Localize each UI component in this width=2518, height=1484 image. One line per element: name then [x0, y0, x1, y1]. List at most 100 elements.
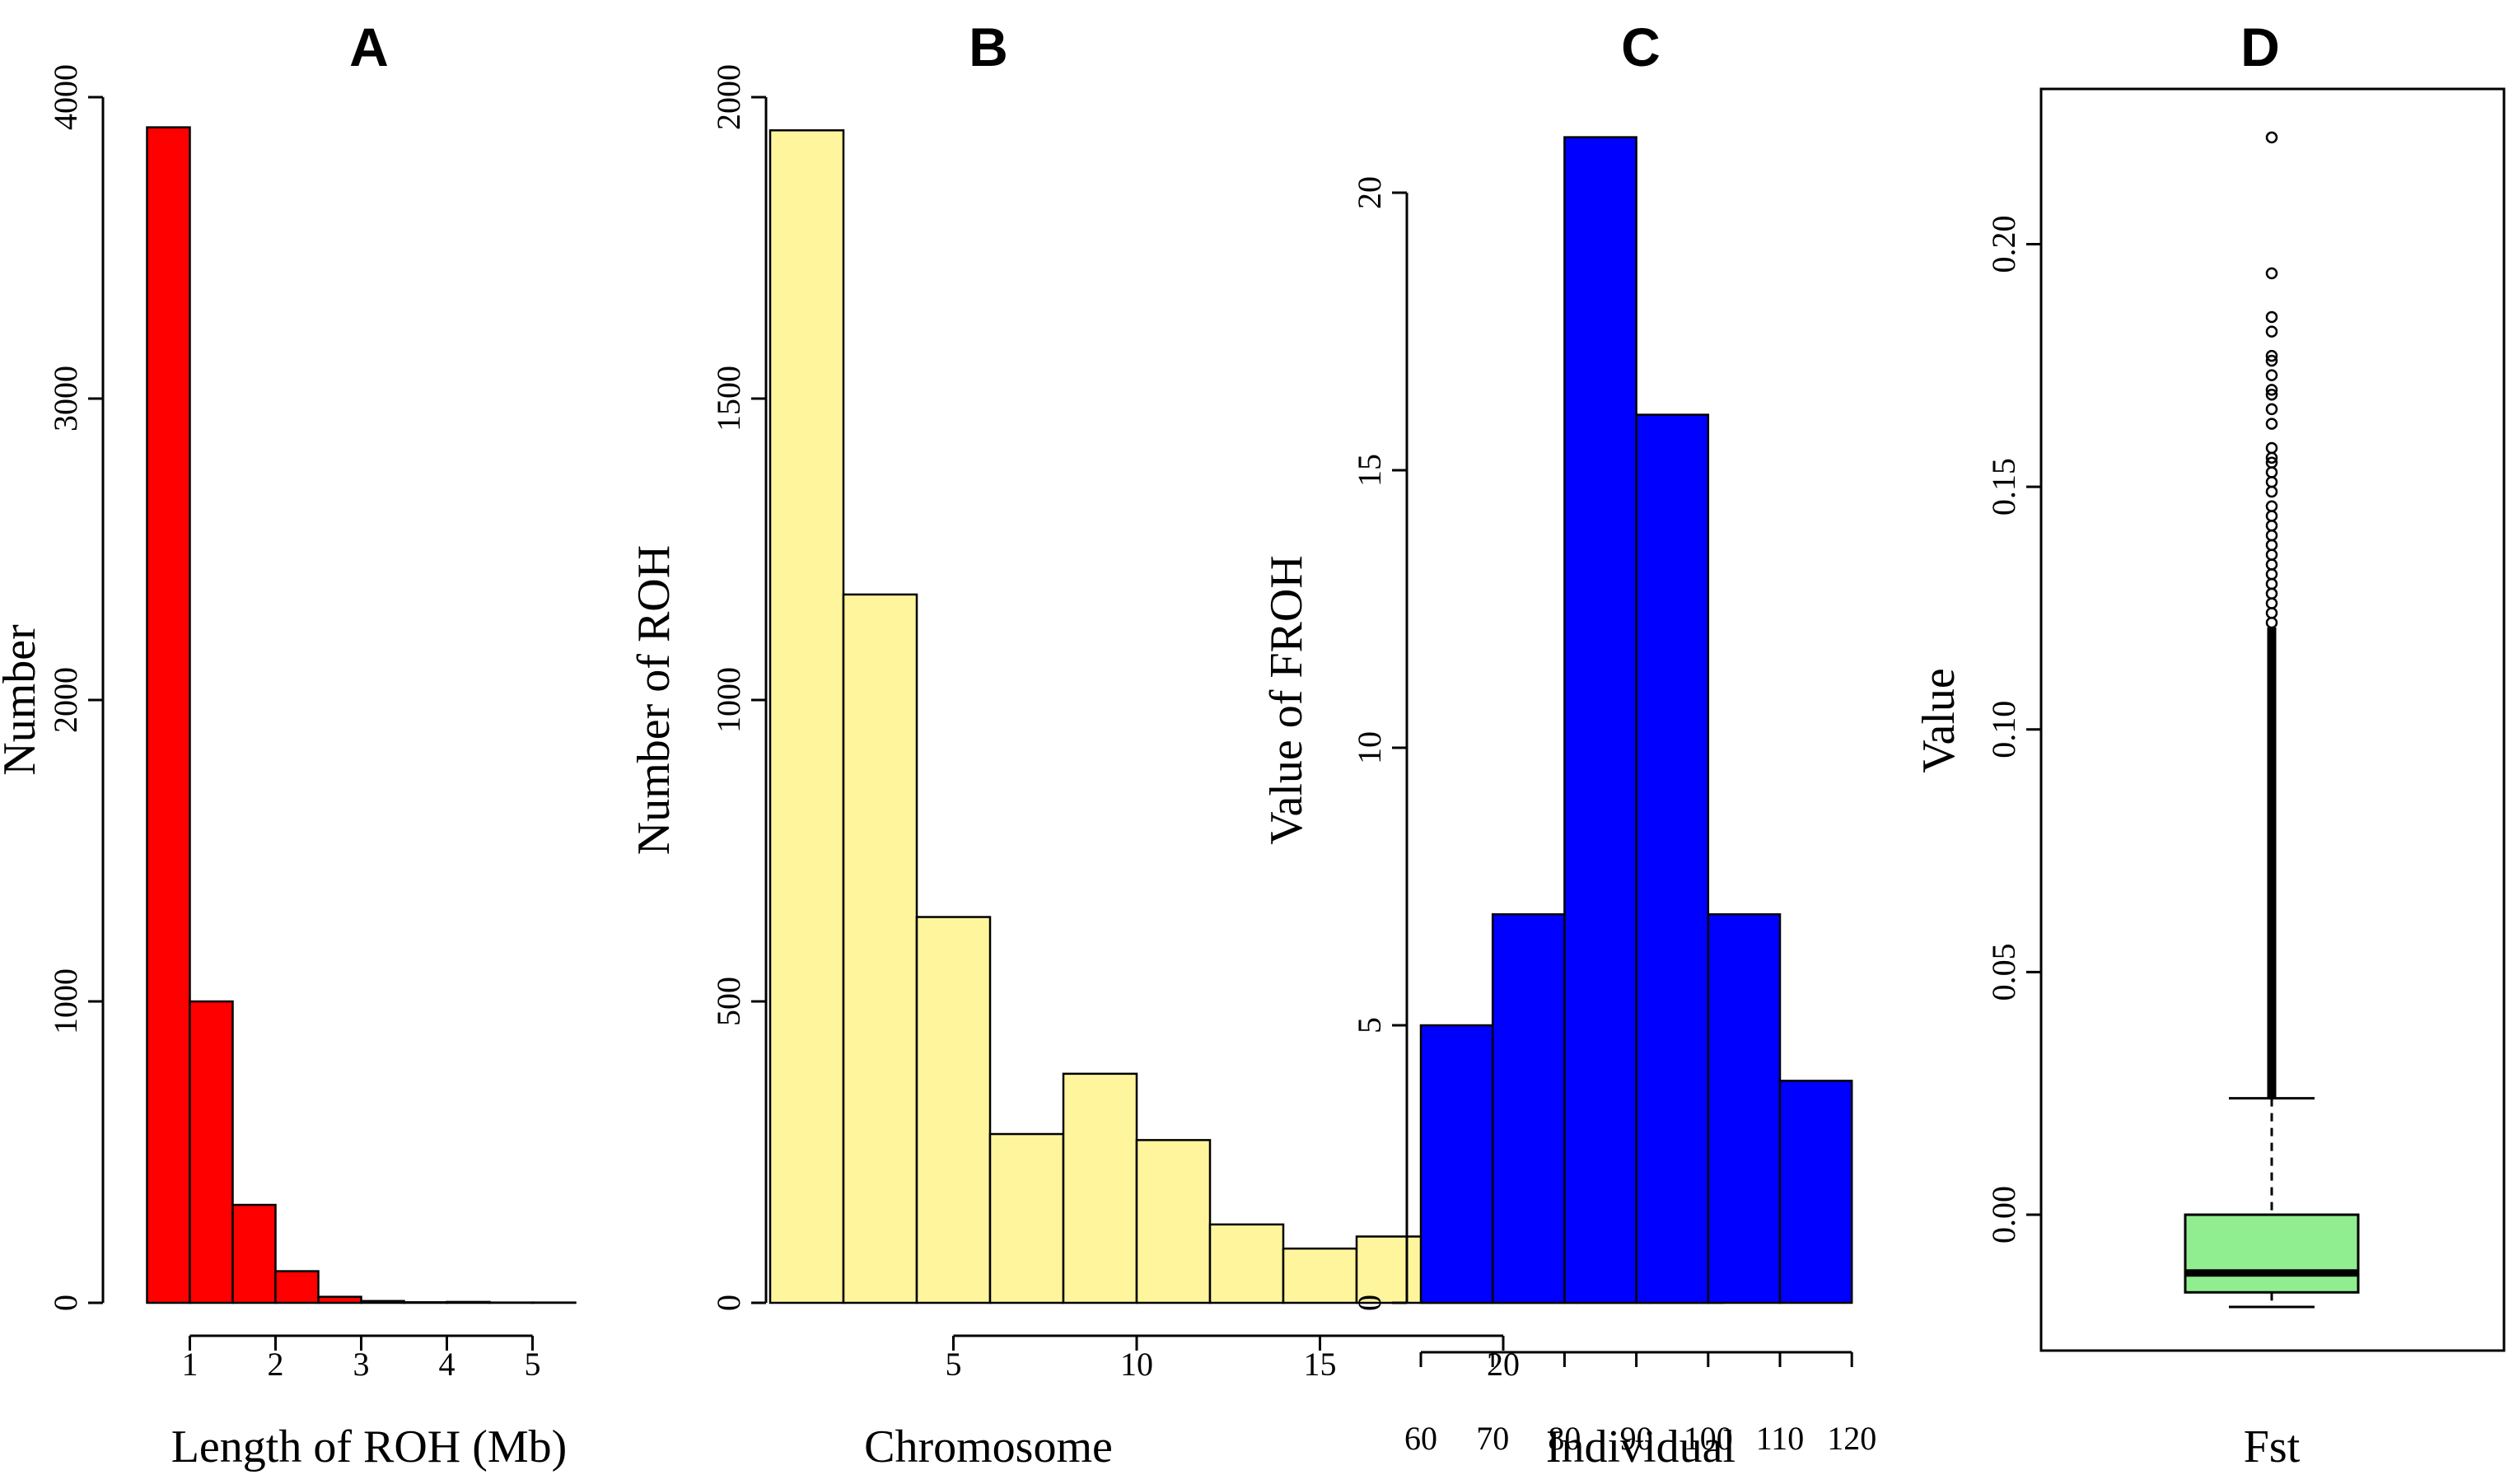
panel-d-outlier	[2265, 520, 2278, 532]
panel-c-bar	[1778, 1080, 1853, 1304]
panel-b-bar	[768, 129, 845, 1304]
panel-d-outlier	[2265, 539, 2278, 552]
panel-b-y-tick-label: 1500	[710, 366, 747, 432]
panel-b-bar	[1208, 1223, 1285, 1304]
panel-b-x-tick-label: 15	[1304, 1346, 1337, 1383]
panel-b-x-label: Chromosome	[864, 1421, 1113, 1472]
panel-b-y-tick-label: 2000	[710, 64, 747, 130]
panel-d-outlier	[2265, 441, 2278, 455]
panel-a-bar	[403, 1301, 448, 1304]
panel-d-y-label: Value	[1913, 668, 1964, 773]
panel-d-outlier	[2265, 369, 2278, 381]
panel-d-frame	[2039, 87, 2506, 1352]
panel-c-y-tick-label: 10	[1351, 731, 1388, 764]
panel-d-y-tick-label: 0.15	[1985, 458, 2022, 516]
panel-a-y-tick-label: 2000	[47, 667, 84, 733]
panel-c-bar	[1491, 912, 1566, 1304]
panel-c-y-tick-label: 15	[1351, 454, 1388, 487]
panel-d-outlier	[2265, 354, 2278, 367]
panel-d-outlier	[2265, 384, 2278, 396]
panel-a-y-tick-label: 3000	[47, 366, 84, 432]
panel-a-title: A	[349, 16, 389, 77]
panel-d-outlier	[2265, 325, 2278, 338]
panel-c-x-tick-label: 60	[1404, 1420, 1437, 1457]
panel-d-outlier	[2265, 476, 2278, 488]
panel-a-bar	[274, 1270, 320, 1304]
panel-c-y-tick-label: 20	[1351, 176, 1388, 209]
panel-c-bar	[1635, 413, 1710, 1304]
panel-d-outlier	[2265, 558, 2278, 571]
panel-b-y-tick-label: 0	[710, 1295, 747, 1311]
panel-d-title: D	[2240, 16, 2280, 77]
panel-d-x-label: Fst	[2244, 1421, 2301, 1472]
panel-c-bar	[1707, 912, 1782, 1304]
panel-b-y-tick-label: 500	[710, 977, 747, 1026]
panel-d-outlier	[2265, 418, 2278, 430]
panel-d-y-tick-label: 0.10	[1985, 701, 2022, 758]
panel-d-outlier	[2265, 510, 2278, 522]
panel-d-outlier	[2265, 403, 2278, 416]
panel-c-x-tick-label: 70	[1476, 1420, 1509, 1457]
panel-d-box	[2184, 1213, 2360, 1294]
panel-d-outlier	[2265, 607, 2278, 619]
panel-d-y-tick-label: 0.20	[1985, 216, 2022, 273]
panel-b-bar	[915, 916, 992, 1304]
panel-b-x-tick-label: 5	[946, 1346, 962, 1383]
panel-a-bar	[231, 1203, 277, 1304]
panel-b-bar	[1135, 1139, 1212, 1304]
panel-d-outlier	[2265, 267, 2278, 280]
panel-a-x-tick-label: 5	[525, 1346, 541, 1383]
panel-d-outlier	[2265, 616, 2278, 629]
panel-a-x-label: Length of ROH (Mb)	[171, 1421, 568, 1472]
panel-a-x-tick-label: 2	[268, 1346, 284, 1383]
panel-d-y-tick-label: 0.00	[1985, 1186, 2022, 1244]
panel-a-y-label: Number	[0, 624, 45, 776]
panel-c-bar	[1563, 136, 1637, 1304]
panel-a-bar	[317, 1295, 362, 1304]
panel-c-title: C	[1621, 16, 1661, 77]
panel-a-bar	[360, 1300, 405, 1304]
panel-c-y-label: Value of FROH	[1261, 555, 1312, 845]
panel-b-bar	[842, 593, 918, 1304]
panel-d-outlier	[2265, 466, 2278, 478]
panel-d-outlier	[2265, 310, 2278, 324]
panel-b-x-tick-label: 10	[1120, 1346, 1153, 1383]
panel-d-outlier	[2265, 131, 2278, 144]
panel-d-outlier	[2265, 529, 2278, 542]
panel-d-outlier	[2265, 567, 2278, 581]
panel-c-x-tick-label: 120	[1827, 1420, 1876, 1457]
panel-b-title: B	[969, 16, 1008, 77]
panel-a-x-tick-label: 3	[353, 1346, 370, 1383]
panel-a-bar	[446, 1300, 491, 1304]
panel-c-x-tick-label: 100	[1684, 1420, 1733, 1457]
panel-d-outlier	[2265, 597, 2278, 609]
panel-a-bar	[189, 1000, 234, 1304]
panel-b-y-label: Number of ROH	[628, 545, 680, 855]
panel-a-y-tick-label: 0	[47, 1295, 84, 1311]
panel-c-bar	[1419, 1024, 1494, 1304]
panel-a-x-tick-label: 1	[182, 1346, 199, 1383]
panel-d-outlier	[2265, 587, 2278, 600]
panel-d-outlier	[2265, 548, 2278, 561]
panel-c-y-tick-label: 0	[1351, 1295, 1388, 1311]
panel-b-y-tick-label: 1000	[710, 667, 747, 733]
panel-c-x-tick-label: 110	[1756, 1420, 1805, 1457]
panel-d-outlier	[2265, 500, 2278, 512]
panel-d-outlier	[2265, 577, 2278, 590]
panel-c-x-tick-label: 80	[1548, 1420, 1581, 1457]
panel-b-bar	[1355, 1235, 1432, 1304]
panel-d-y-tick-label: 0.05	[1985, 943, 2022, 1001]
panel-d-outlier	[2265, 349, 2278, 362]
panel-b-bar	[1062, 1072, 1138, 1304]
panel-c-y-tick-label: 5	[1351, 1017, 1388, 1034]
panel-d-outlier	[2265, 451, 2278, 464]
panel-c-x-label: Individual	[1546, 1421, 1736, 1472]
panel-a-y-tick-label: 1000	[47, 968, 84, 1034]
panel-c-x-tick-label: 90	[1620, 1420, 1653, 1457]
panel-a-bar	[146, 126, 191, 1304]
panel-b-bar	[988, 1132, 1065, 1304]
panel-a-y-tick-label: 4000	[47, 64, 84, 130]
panel-b-bar	[1282, 1247, 1358, 1304]
panel-d-outlier	[2265, 388, 2278, 401]
